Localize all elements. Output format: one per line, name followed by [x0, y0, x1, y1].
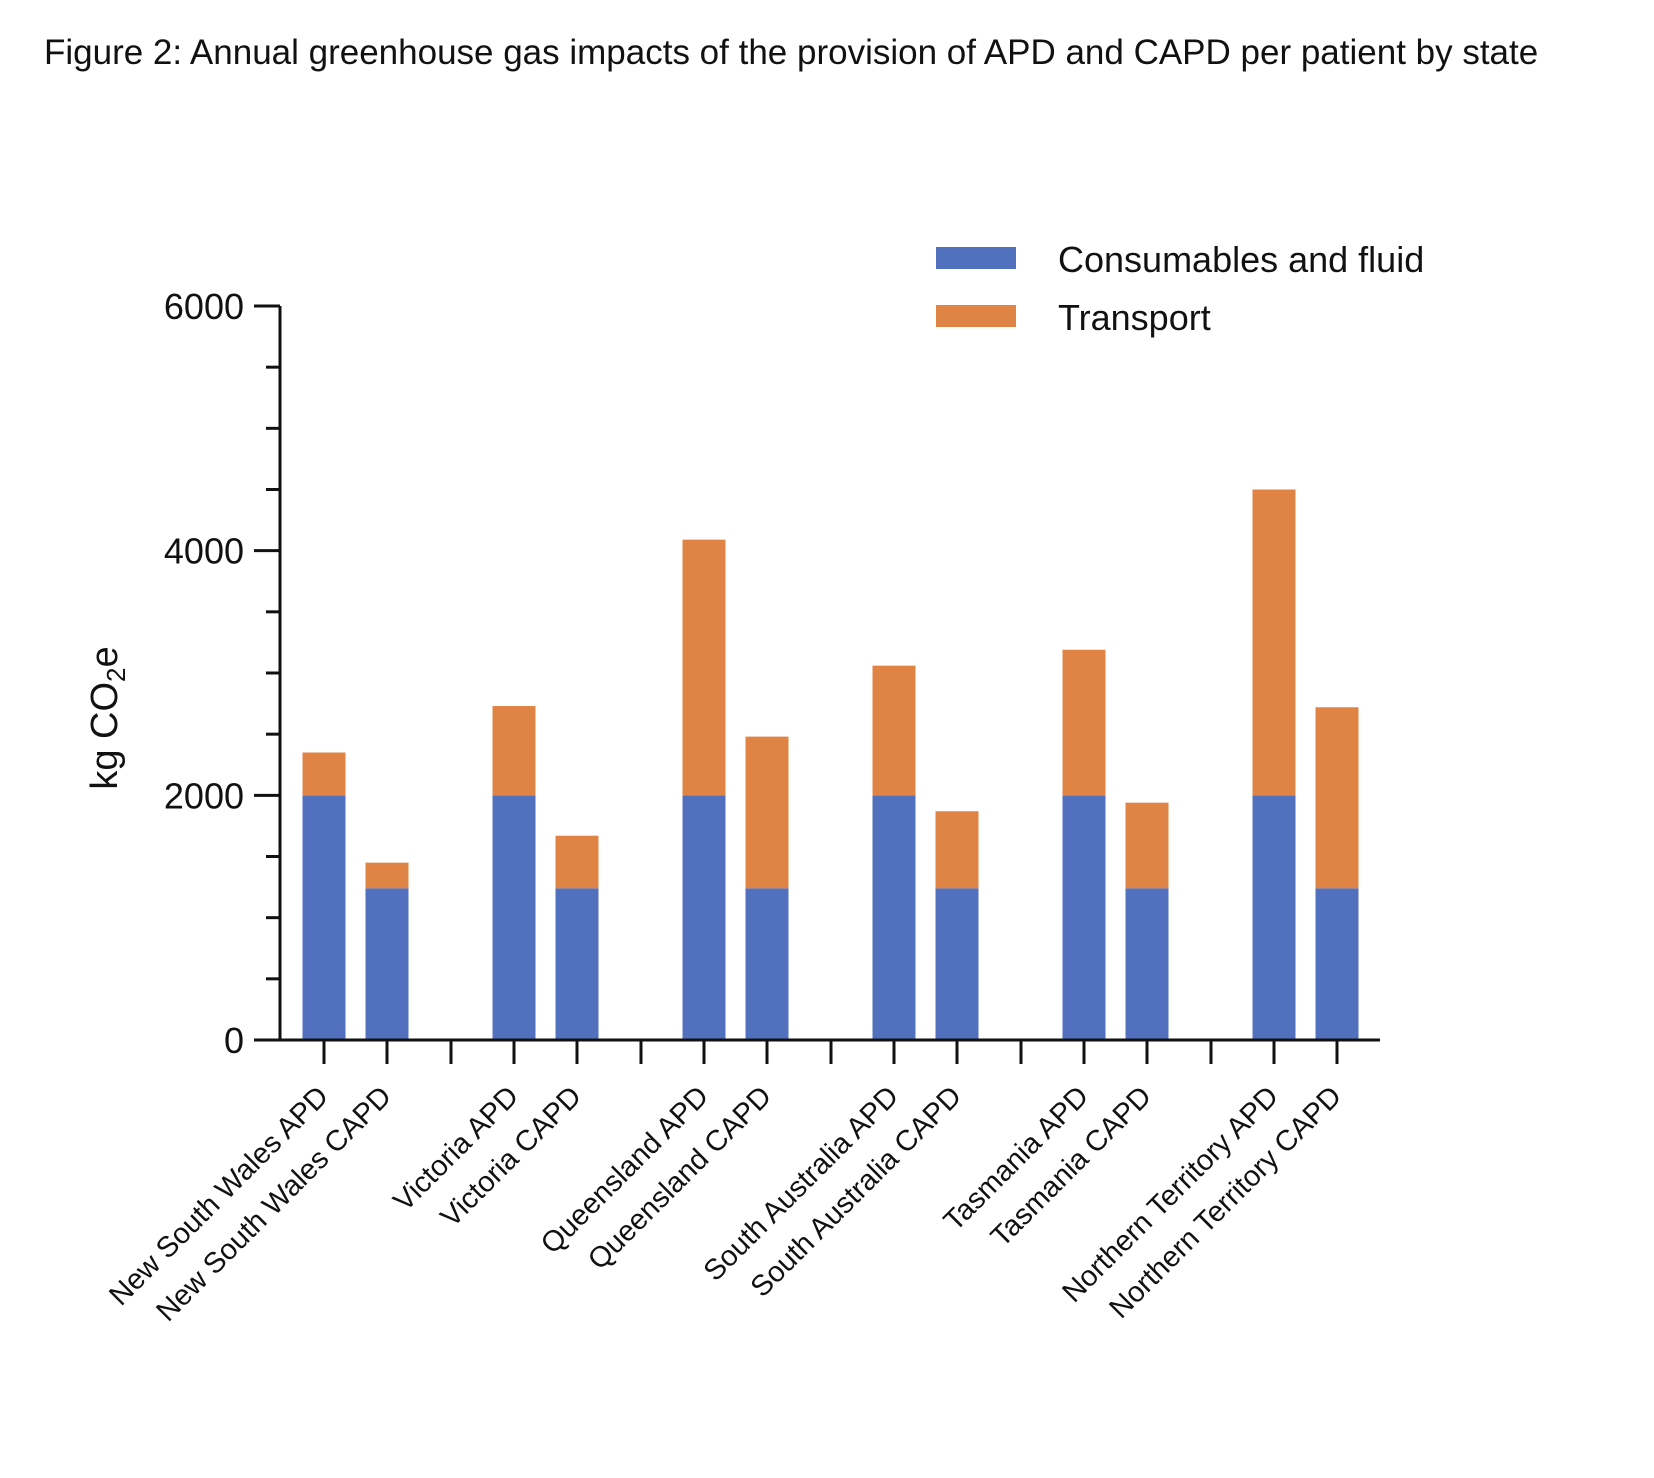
bar-transport-4: [555, 835, 599, 889]
bar-consumables-12: [1315, 888, 1359, 1040]
bar-consumables-5: [682, 795, 726, 1040]
bar-transport-3: [492, 706, 536, 796]
bar-transport-10: [1125, 802, 1169, 889]
bar-transport-1: [302, 752, 346, 796]
bar-consumables-11: [1252, 795, 1296, 1040]
bar-consumables-1: [302, 795, 346, 1040]
chart-axes: [278, 306, 1380, 1042]
bar-consumables-2: [365, 888, 409, 1040]
legend-swatch-consumables: [936, 247, 1016, 269]
y-tick-label: 2000: [164, 775, 244, 816]
y-axis-label: kg CO2e: [84, 646, 131, 789]
bar-transport-9: [1062, 649, 1106, 796]
bar-consumables-3: [492, 795, 536, 1040]
legend-swatch-transport: [936, 305, 1016, 327]
bar-transport-11: [1252, 489, 1296, 796]
legend-label-consumables: Consumables and fluid: [1058, 239, 1424, 280]
y-tick-label: 4000: [164, 531, 244, 572]
y-tick-label: 0: [224, 1020, 244, 1061]
bar-transport-6: [745, 736, 789, 889]
chart-legend: Consumables and fluid Transport: [936, 239, 1424, 338]
bar-consumables-6: [745, 888, 789, 1040]
bar-consumables-8: [935, 888, 979, 1040]
figure-caption: Figure 2: Annual greenhouse gas impacts …: [44, 33, 1539, 72]
bar-consumables-10: [1125, 888, 1169, 1040]
bar-consumables-9: [1062, 795, 1106, 1040]
legend-label-transport: Transport: [1058, 297, 1211, 338]
bar-transport-12: [1315, 707, 1359, 889]
bar-series-group: [302, 489, 1359, 1040]
bar-transport-5: [682, 539, 726, 796]
bar-transport-2: [365, 862, 409, 889]
bar-transport-8: [935, 811, 979, 889]
bar-transport-7: [872, 665, 916, 796]
y-tick-label: 6000: [164, 286, 244, 327]
bar-consumables-4: [555, 888, 599, 1040]
bar-consumables-7: [872, 795, 916, 1040]
